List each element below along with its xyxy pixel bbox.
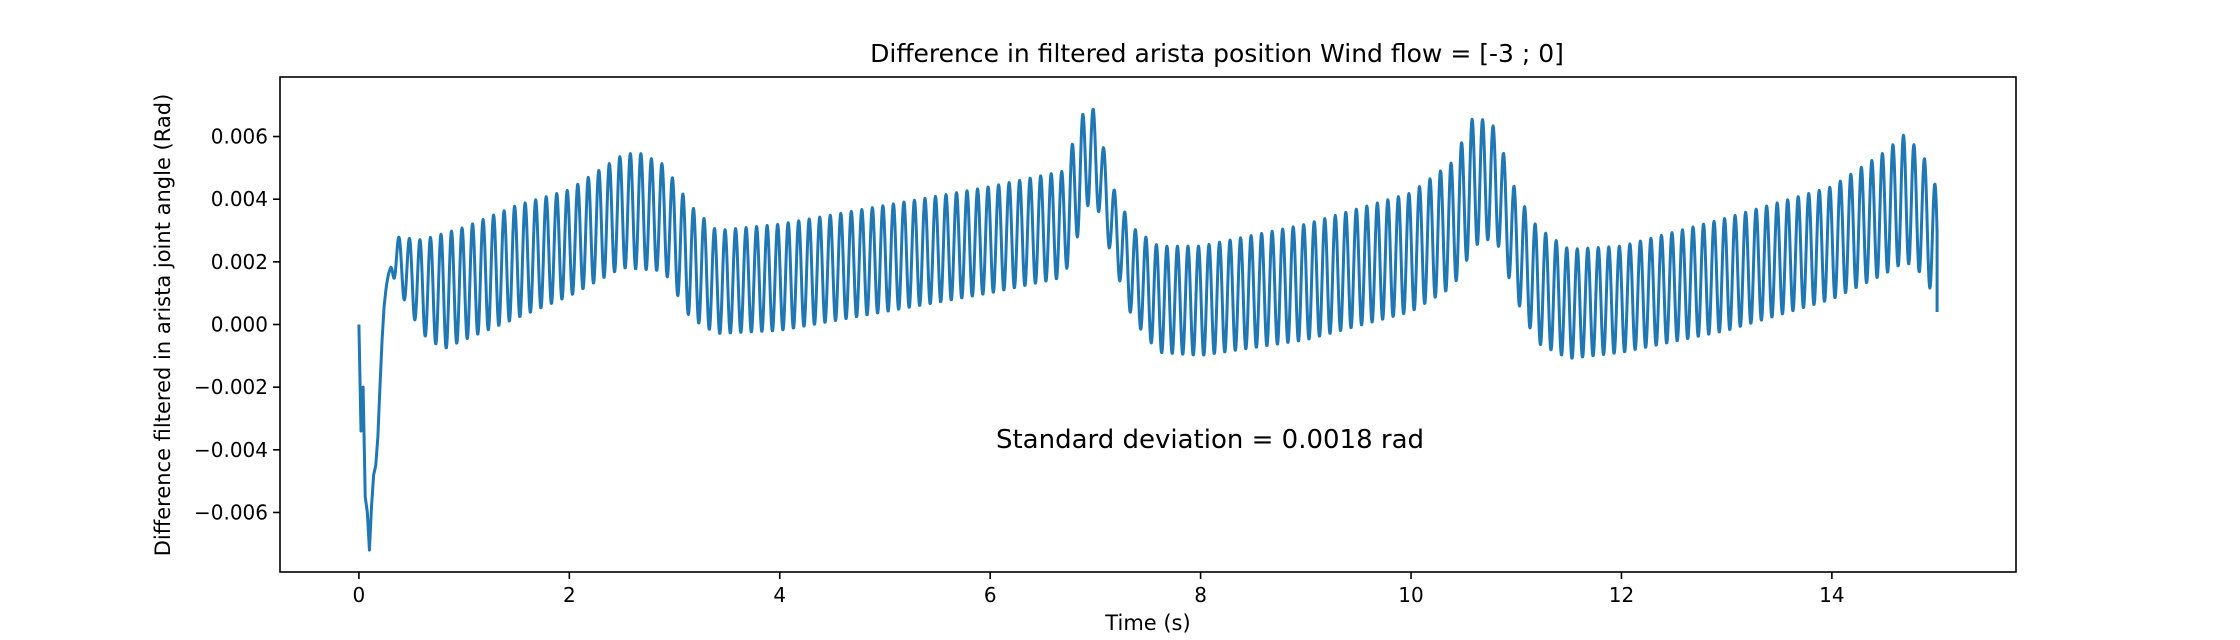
std-annotation: Standard deviation = 0.0018 rad (996, 425, 1424, 455)
x-tick-label: 6 (984, 583, 997, 607)
y-axis-label: Difference filtered in arista joint angl… (151, 94, 175, 557)
series-line (357, 107, 1939, 552)
x-tick-label: 0 (353, 583, 366, 607)
x-tick-label: 2 (563, 583, 576, 607)
x-tick-label: 12 (1609, 583, 1634, 607)
x-tick-label: 10 (1398, 583, 1423, 607)
chart-title: Difference in filtered arista position W… (870, 39, 1564, 68)
y-axis: 0.006 0.004 0.002 0.000 −0.002 −0.004 −0.006 (194, 125, 280, 524)
x-tick-label: 8 (1194, 583, 1207, 607)
x-axis: 0 2 4 6 8 10 12 14 (353, 572, 1845, 607)
y-tick-label: 0.006 (211, 125, 268, 149)
y-tick-label: −0.004 (194, 438, 268, 462)
y-tick-label: −0.002 (194, 375, 268, 399)
y-tick-label: 0.002 (211, 250, 268, 274)
x-tick-label: 4 (773, 583, 786, 607)
y-tick-label: 0.004 (211, 187, 268, 211)
x-axis-label: Time (s) (1104, 611, 1190, 635)
y-tick-label: 0.000 (211, 313, 268, 337)
y-tick-label: −0.006 (194, 500, 268, 524)
x-tick-label: 14 (1819, 583, 1844, 607)
